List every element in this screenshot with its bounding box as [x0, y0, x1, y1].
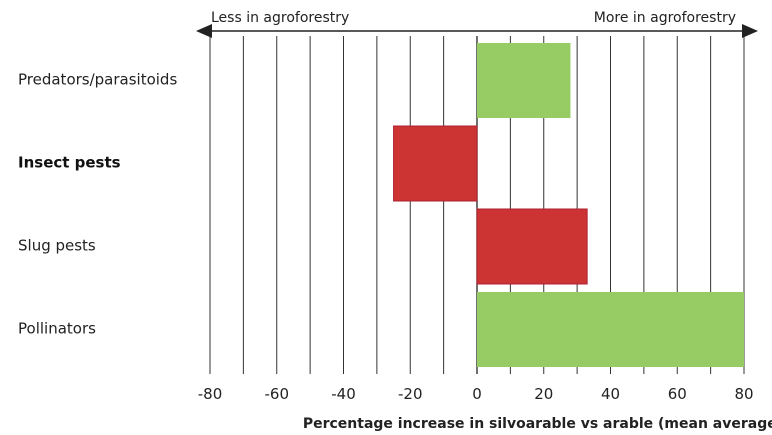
- x-tick-label: 60: [668, 385, 687, 403]
- bars: [393, 43, 744, 367]
- category-label: Insect pests: [18, 154, 121, 172]
- category-labels: Predators/parasitoids Insect pests Slug pe…: [18, 71, 177, 338]
- direction-axis: Less in agroforestry More in agroforestr…: [196, 10, 758, 38]
- less-in-agroforestry-label: Less in agroforestry: [211, 10, 349, 26]
- x-tick-label: -60: [265, 385, 290, 403]
- x-tick-label: -40: [331, 385, 356, 403]
- category-label: Predators/parasitoids: [18, 71, 177, 89]
- category-label: Slug pests: [18, 237, 96, 255]
- x-tick-label: 40: [601, 385, 620, 403]
- x-tick-label: 80: [734, 385, 753, 403]
- more-in-agroforestry-label: More in agroforestry: [594, 10, 736, 26]
- bar-pollinators: [477, 292, 744, 367]
- bar-slug-pests: [476, 208, 588, 285]
- x-tick-label: 20: [534, 385, 553, 403]
- x-tick-label: 0: [472, 385, 482, 403]
- x-tick-label: -20: [398, 385, 423, 403]
- x-axis-title: Percentage increase in silvoarable vs ar…: [303, 416, 772, 432]
- bar-predators-parasitoids: [477, 43, 571, 118]
- right-arrowhead-icon: [742, 24, 758, 38]
- x-tick-labels: -80 -60 -40 -20 0 20 40 60 80: [198, 385, 754, 403]
- bar-insect-pests: [393, 125, 478, 202]
- left-arrowhead-icon: [196, 24, 212, 38]
- x-tick-label: -80: [198, 385, 223, 403]
- category-label: Pollinators: [18, 320, 96, 338]
